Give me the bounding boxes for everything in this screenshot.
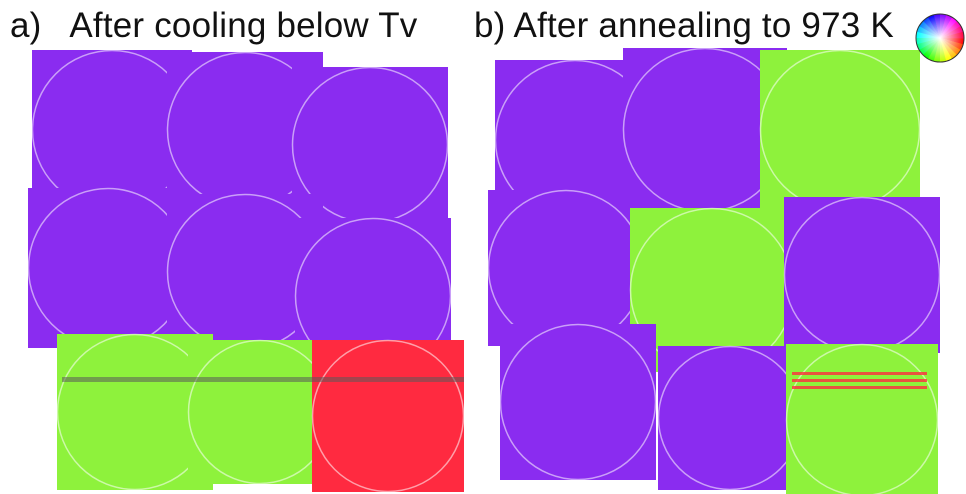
panel-b-caption: After annealing to 973 K bbox=[513, 6, 894, 45]
panel-a-title: a) After cooling below Tv bbox=[10, 6, 417, 46]
boundary-stripe bbox=[792, 379, 927, 382]
domain-image-rim bbox=[311, 339, 465, 493]
boundary-line bbox=[62, 377, 464, 382]
color-wheel-icon bbox=[915, 13, 965, 63]
domain-image-rim bbox=[499, 323, 657, 481]
panel-a-label: a) bbox=[10, 6, 42, 45]
panel-b-title: b) After annealing to 973 K bbox=[474, 6, 894, 46]
panel-b-label: b) bbox=[474, 6, 506, 45]
panel-a-caption: After cooling below Tv bbox=[69, 6, 418, 45]
boundary-stripe bbox=[792, 372, 927, 375]
boundary-stripe bbox=[792, 386, 927, 389]
domain-image-rim bbox=[785, 343, 939, 494]
